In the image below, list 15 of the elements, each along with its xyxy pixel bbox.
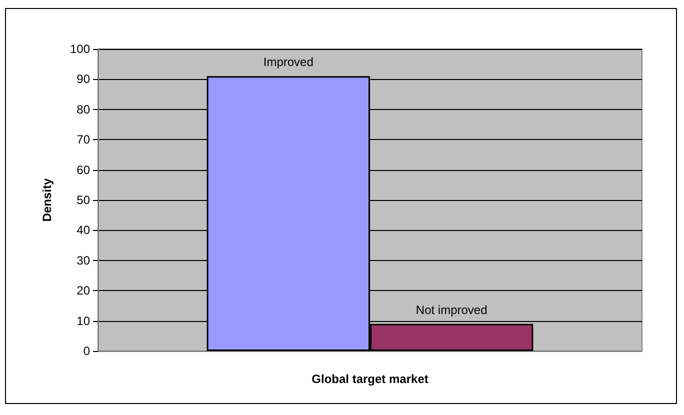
y-tick-label: 50 (76, 193, 90, 207)
y-tick-label: 100 (70, 42, 90, 56)
y-tick-label: 30 (76, 253, 90, 268)
y-tick-label: 0 (83, 344, 90, 358)
y-tick-label: 90 (76, 72, 90, 86)
y-tick-label: 70 (76, 132, 90, 147)
series-label: Improved (263, 55, 314, 70)
y-tick-label: 60 (76, 162, 90, 177)
series-label: Not improved (416, 302, 488, 317)
y-tick-label: 20 (76, 284, 90, 298)
y-axis-title: Density (40, 178, 54, 222)
x-axis-title: Global target market (312, 372, 428, 386)
y-tick-label: 80 (76, 102, 90, 116)
y-tick-label: 40 (76, 223, 90, 238)
y-tick-label: 10 (76, 314, 90, 328)
